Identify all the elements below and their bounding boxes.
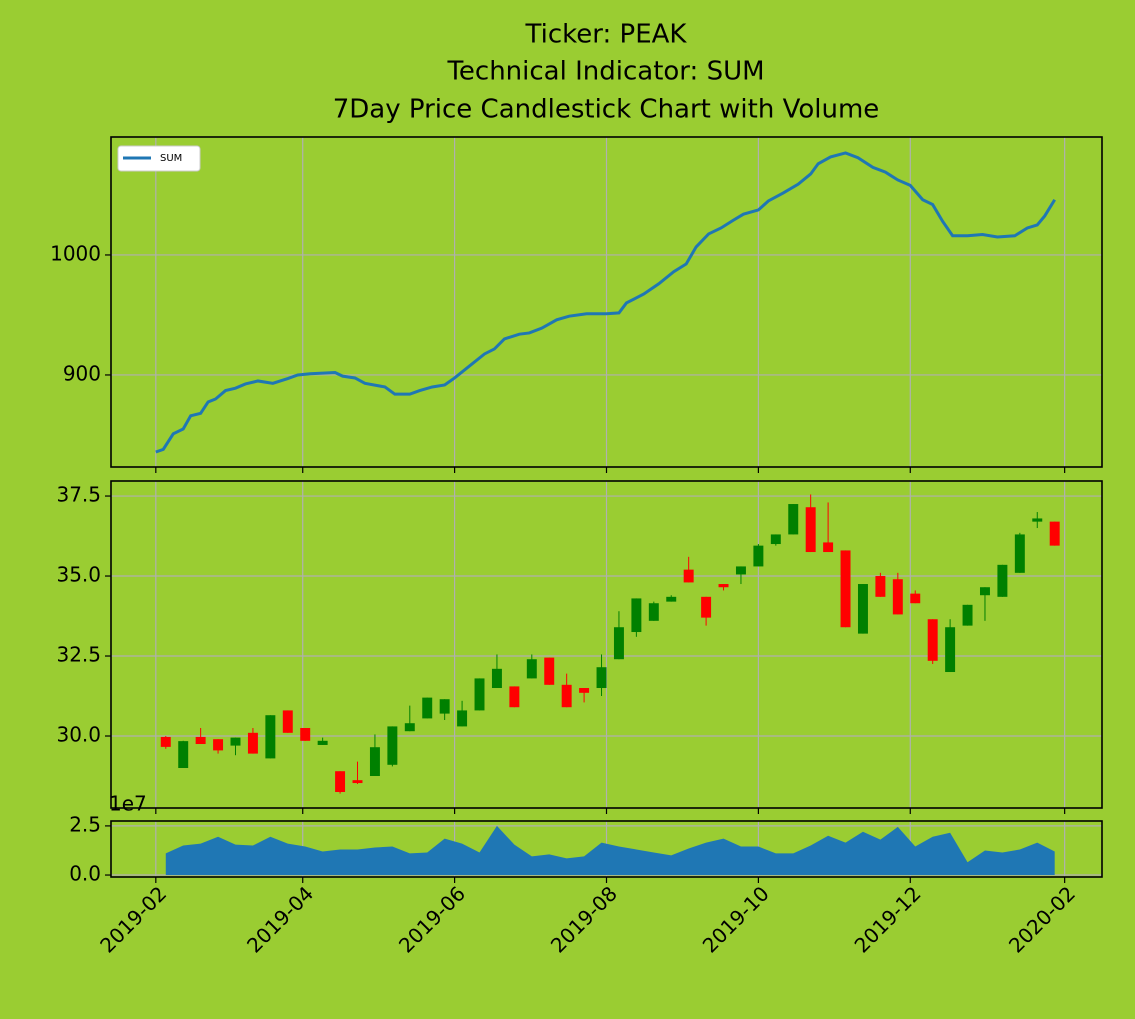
plot-frame [110, 820, 1103, 878]
candle-body [509, 686, 520, 708]
y-tick-label: 37.5 [56, 483, 101, 507]
legend: SUM [117, 145, 201, 172]
candle-body [979, 587, 990, 596]
axis-offset-label: 1e7 [109, 792, 147, 816]
volume-area [165, 825, 1055, 876]
candle-body [439, 699, 450, 714]
plot-frame [110, 136, 1103, 468]
candle-body [474, 678, 485, 711]
plot-frame [110, 480, 1103, 809]
candle-body [195, 736, 206, 745]
x-tick-label: 2019-02 [95, 881, 171, 957]
candle-body [160, 736, 171, 747]
candle-body [317, 740, 328, 745]
candle-body [300, 728, 311, 741]
candle-body [247, 732, 258, 754]
candle-body [962, 604, 973, 626]
candle-body [613, 627, 624, 660]
candle-body [701, 596, 712, 618]
x-tick-label: 2019-10 [698, 881, 774, 957]
candle-body [753, 545, 764, 567]
candle-body [945, 627, 956, 673]
candle-body [1032, 518, 1043, 522]
candle-body [596, 667, 607, 689]
chart-title: Ticker: PEAK [525, 20, 688, 50]
y-tick-label: 32.5 [56, 643, 101, 667]
candle-body [369, 747, 380, 777]
chart-subtitle: 7Day Price Candlestick Chart with Volume [333, 95, 880, 125]
legend-label: SUM [160, 153, 182, 164]
candle-body [544, 657, 555, 685]
candle-body [230, 737, 241, 746]
candle-body [648, 603, 659, 621]
candle-body [282, 710, 293, 733]
candle-body [823, 542, 834, 553]
x-tick-label: 2020-02 [1004, 881, 1080, 957]
candle-body [335, 771, 346, 793]
candle-body [683, 569, 694, 583]
y-tick-label: 1000 [50, 241, 101, 265]
candle-body [526, 659, 537, 679]
candle-body [352, 780, 363, 784]
candle-body [910, 593, 921, 604]
candle-body [805, 507, 816, 553]
candle-body [875, 576, 886, 597]
candle-body [561, 684, 572, 708]
x-tick-label: 2019-04 [242, 881, 318, 957]
candle-body [457, 710, 468, 727]
y-tick-label: 35.0 [56, 563, 101, 587]
legend-box [117, 145, 201, 172]
x-tick-label: 2019-12 [850, 881, 926, 957]
candle-body [788, 504, 799, 535]
candle-body [178, 741, 189, 769]
x-tick-label: 2019-06 [394, 881, 470, 957]
y-tick-label: 30.0 [56, 723, 101, 747]
candle-body [631, 598, 642, 633]
x-tick-label: 2019-08 [546, 881, 622, 957]
y-tick-label: 900 [63, 361, 101, 385]
chart-subtitle: Technical Indicator: SUM [446, 57, 764, 87]
candle-body [770, 534, 781, 545]
candle-body [579, 688, 590, 693]
candle-body [404, 723, 415, 732]
candle-body [857, 584, 868, 634]
candle-body [840, 550, 851, 628]
candle-body [718, 584, 729, 588]
candle-body [666, 596, 677, 602]
candle-body [735, 566, 746, 575]
y-tick-label: 0.0 [69, 862, 101, 886]
candle-body [491, 668, 502, 689]
line-series [155, 151, 1056, 454]
candle-body [1014, 534, 1025, 573]
candle-body [997, 564, 1008, 597]
candle-body [927, 619, 938, 661]
y-tick-label: 2.5 [69, 812, 101, 836]
candle-body [265, 715, 276, 759]
candle-body [422, 697, 433, 719]
candle-body [1049, 521, 1060, 546]
candle-body [892, 579, 903, 615]
candle-body [387, 726, 398, 765]
candle-body [213, 739, 224, 751]
